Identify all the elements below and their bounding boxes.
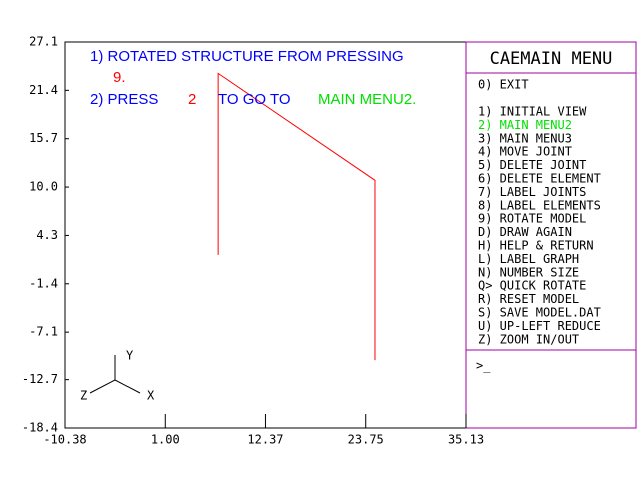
- prompt: >_: [476, 359, 491, 373]
- menu-item[interactable]: 3) MAIN MENU3: [478, 131, 572, 145]
- menu-item[interactable]: 8) LABEL ELEMENTS: [478, 198, 601, 212]
- x-tick-label: 1.00: [151, 433, 180, 447]
- menu-item[interactable]: 0) EXIT: [478, 78, 529, 92]
- menu-title: CAEMAIN MENU: [490, 49, 613, 69]
- axis-x: [114, 379, 141, 394]
- annotation: 2: [188, 91, 196, 108]
- y-tick-label: 10.0: [29, 180, 58, 194]
- menu-item[interactable]: Z) ZOOM IN/OUT: [478, 332, 579, 346]
- menu-item[interactable]: 2) MAIN MENU2: [478, 118, 572, 132]
- menu-item[interactable]: L) LABEL GRAPH: [478, 252, 579, 266]
- structure-line: [217, 72, 376, 361]
- menu-item[interactable]: D) DRAW AGAIN: [478, 225, 572, 239]
- menu-item[interactable]: 9) ROTATE MODEL: [478, 212, 586, 226]
- y-tick-label: -7.1: [29, 325, 58, 339]
- y-tick-label: 21.4: [29, 83, 58, 97]
- triad-label: X: [147, 389, 155, 403]
- y-tick-label: -18.4: [22, 421, 58, 435]
- axis-z: [89, 379, 116, 394]
- triad-label: Y: [126, 349, 134, 363]
- annotation: 9.: [113, 69, 126, 86]
- menu-item[interactable]: 6) DELETE ELEMENT: [478, 172, 601, 186]
- menu-item[interactable]: S) SAVE MODEL.DAT: [478, 306, 601, 320]
- y-tick-label: 15.7: [29, 131, 58, 145]
- menu-item[interactable]: 1) INITIAL VIEW: [478, 105, 587, 119]
- menu-item[interactable]: H) HELP & RETURN: [478, 239, 594, 253]
- menu-item[interactable]: R) RESET MODEL: [478, 292, 579, 306]
- annotation: 2) PRESS: [90, 91, 158, 108]
- y-tick-label: 4.3: [36, 228, 58, 242]
- annotation: TO GO TO: [218, 91, 291, 108]
- y-tick-label: 27.1: [29, 35, 58, 49]
- annotation: 1) ROTATED STRUCTURE FROM PRESSING: [90, 48, 404, 65]
- x-tick-label: -10.38: [43, 433, 86, 447]
- menu-item[interactable]: U) UP-LEFT REDUCE: [478, 319, 601, 333]
- y-tick-label: -1.4: [29, 276, 58, 290]
- triad-label: Z: [80, 389, 87, 403]
- menu-item[interactable]: 5) DELETE JOINT: [478, 158, 586, 172]
- x-tick-label: 23.75: [348, 433, 384, 447]
- menu-frame: [465, 41, 637, 429]
- x-tick-label: 12.37: [247, 433, 283, 447]
- menu-item[interactable]: N) NUMBER SIZE: [478, 265, 579, 279]
- y-tick-label: -12.7: [22, 372, 58, 386]
- menu-item[interactable]: 4) MOVE JOINT: [478, 145, 572, 159]
- menu-item[interactable]: Q> QUICK ROTATE: [478, 279, 586, 293]
- menu-item[interactable]: 7) LABEL JOINTS: [478, 185, 586, 199]
- annotation: MAIN MENU2.: [318, 91, 416, 108]
- x-tick-label: 35.13: [448, 433, 484, 447]
